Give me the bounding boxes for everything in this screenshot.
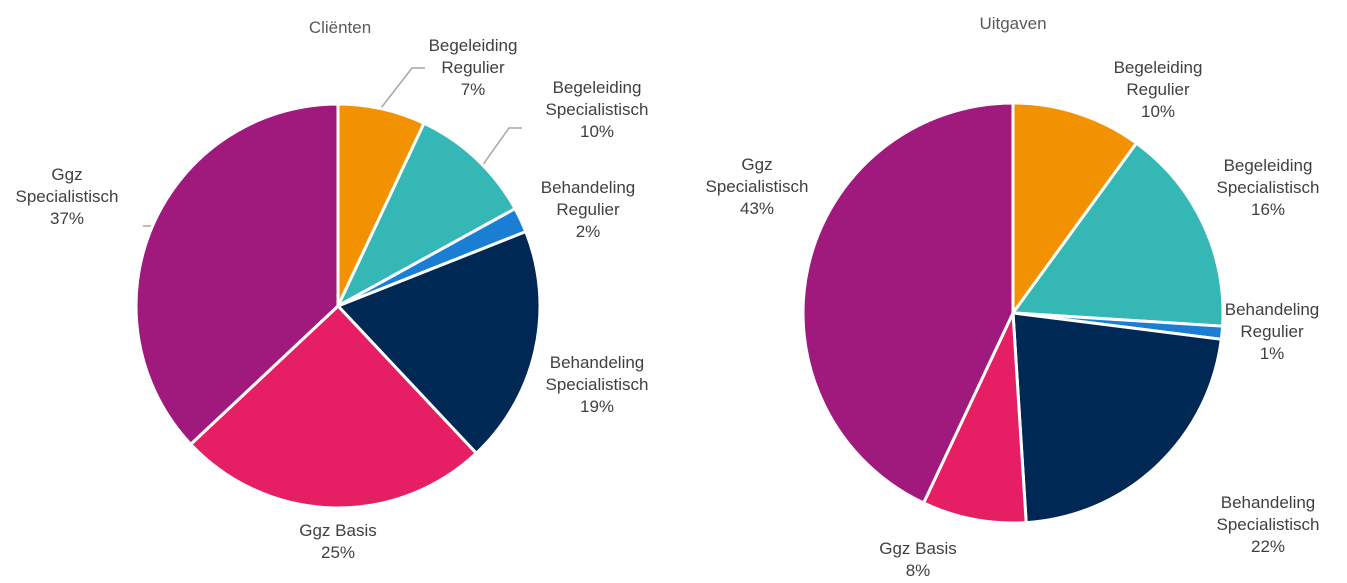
pie-slice <box>1011 101 1138 315</box>
category-label: Begeleiding Regulier <box>1113 58 1203 99</box>
category-label: Begeleiding Specialistisch <box>1216 156 1320 197</box>
value-label: 43% <box>739 199 775 218</box>
category-label: Behandeling Specialistisch <box>545 353 649 394</box>
value-label: 37% <box>49 209 85 228</box>
pie-slice <box>189 304 478 510</box>
pie-slice <box>1011 141 1225 328</box>
value-label: 7% <box>460 80 486 99</box>
slice-label: Behandeling Specialistisch 19% <box>536 352 658 418</box>
slice-label: Behandeling Regulier 1% <box>1211 299 1333 365</box>
category-label: Ggz Basis <box>879 539 957 558</box>
category-label: Behandeling Regulier <box>1224 300 1320 341</box>
category-label: Ggz Basis <box>299 521 377 540</box>
slice-label: Begeleiding Specialistisch 10% <box>536 77 658 143</box>
value-label: 16% <box>1250 200 1286 219</box>
value-label: 2% <box>575 222 601 241</box>
value-label: 1% <box>1259 344 1285 363</box>
slice-label: Ggz Specialistisch 37% <box>6 164 128 230</box>
value-label: 8% <box>905 561 931 580</box>
slice-label: Begeleiding Specialistisch 16% <box>1207 155 1329 221</box>
category-label: Behandeling Specialistisch <box>1216 493 1320 534</box>
pie-slice <box>801 101 1015 505</box>
value-label: 10% <box>579 122 615 141</box>
pie-slice <box>1011 311 1223 525</box>
category-label: Begeleiding Regulier <box>428 36 518 77</box>
slice-label: Ggz Basis 25% <box>277 520 399 564</box>
chart-title: Cliënten <box>308 18 372 37</box>
pie-slice <box>922 311 1028 525</box>
slice-label: Begeleiding Regulier 10% <box>1097 57 1219 123</box>
category-label: Ggz Specialistisch <box>705 155 809 196</box>
slice-label: Ggz Specialistisch 43% <box>696 154 818 220</box>
value-label: 19% <box>579 397 615 416</box>
slice-label: Ggz Basis 8% <box>857 538 979 582</box>
pie-slice <box>336 230 542 455</box>
pie-slice <box>336 121 517 308</box>
slice-label: Behandeling Regulier 2% <box>527 177 649 243</box>
value-label: 22% <box>1250 537 1286 556</box>
pie-slice <box>134 102 340 446</box>
slice-label: Begeleiding Regulier 7% <box>412 35 534 101</box>
leader-line <box>380 67 425 109</box>
category-label: Ggz Specialistisch <box>15 165 119 206</box>
slice-label: Behandeling Specialistisch 22% <box>1207 492 1329 558</box>
category-label: Behandeling Regulier <box>540 178 636 219</box>
leader-line <box>481 127 522 167</box>
value-label: 25% <box>320 543 356 562</box>
category-label: Begeleiding Specialistisch <box>545 78 649 119</box>
value-label: 10% <box>1140 102 1176 121</box>
chart-title: Uitgaven <box>979 14 1047 33</box>
